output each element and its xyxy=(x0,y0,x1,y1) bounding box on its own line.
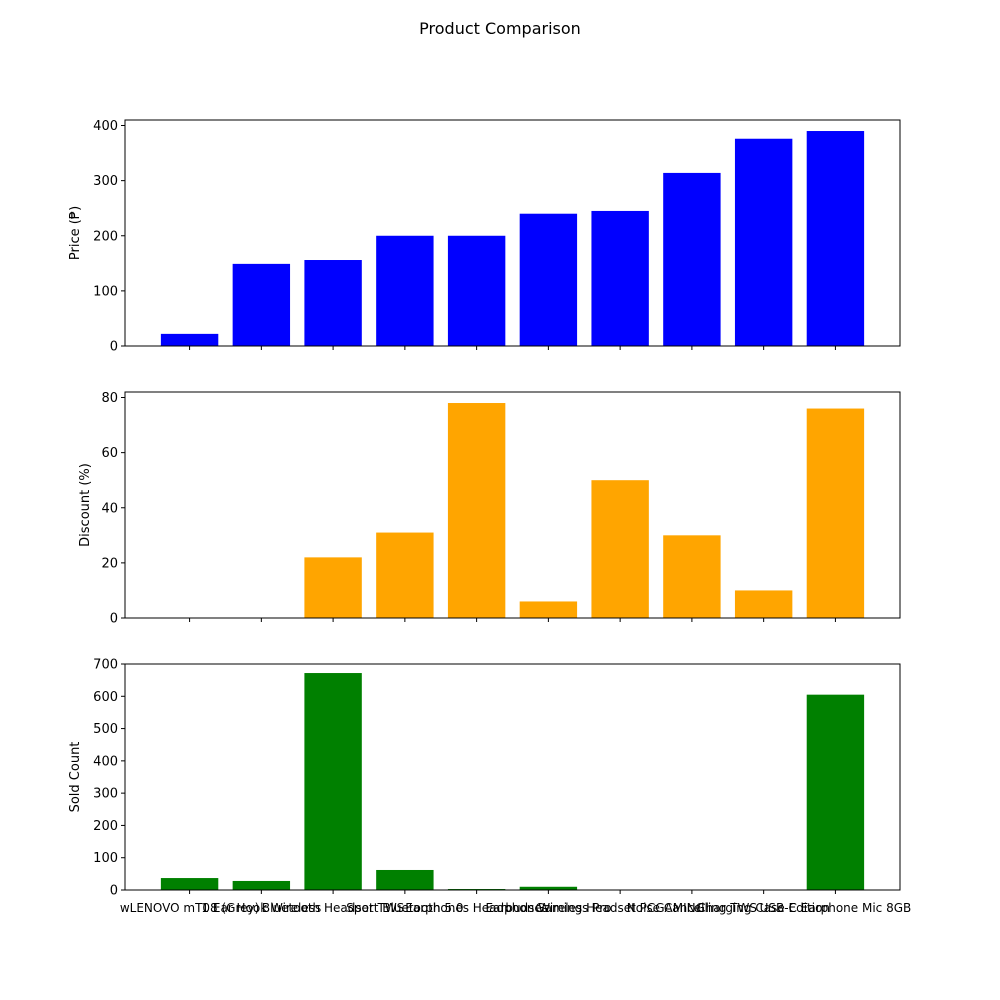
x-tick-label: 1 Ear Hook Wireless xyxy=(201,901,321,915)
bar-1-8 xyxy=(663,172,721,346)
y-tick-label: 200 xyxy=(93,819,118,834)
bar-3-4 xyxy=(376,869,434,890)
bar-1-10 xyxy=(806,131,865,346)
bar-2-7 xyxy=(591,480,649,618)
x-tick-label: wLENOVO mT08 (Grey) xyxy=(120,901,259,915)
bar-3-6 xyxy=(519,886,578,890)
x-tick-label: Charging Case Edition xyxy=(697,901,830,915)
y-tick-label: 200 xyxy=(93,229,118,244)
bar-2-10 xyxy=(806,408,865,618)
y-tick-label: 0 xyxy=(110,612,118,627)
bar-2-9 xyxy=(734,590,793,618)
x-tick-label: USB-C Earphone Mic 8GB xyxy=(760,901,912,915)
bar-3-2 xyxy=(232,880,291,890)
y-axis-label: Price (₱) xyxy=(68,206,83,260)
x-tick-label: Earbuds Wireless Pro xyxy=(485,901,611,915)
y-tick-label: 40 xyxy=(101,501,118,516)
x-tick-label: Noise Cancelling TWS xyxy=(627,901,757,915)
figure-title: Product Comparison xyxy=(419,19,581,38)
y-tick-label: 300 xyxy=(93,787,118,802)
subplot-3: 0 100 200 300 400 500 600 700 wLENOVO mT08 (Grey… xyxy=(68,658,911,916)
subplot-1: 0 100 200 300 400 Price (₱) xyxy=(68,119,901,355)
bar-3-3 xyxy=(304,673,362,890)
y-tick-label: 0 xyxy=(110,340,118,355)
y-tick-label: 500 xyxy=(93,722,118,737)
bar-1-2 xyxy=(232,263,291,346)
y-axis-label: Sold Count xyxy=(68,742,83,813)
y-tick-label: 100 xyxy=(93,851,118,866)
bar-2-3 xyxy=(304,557,362,618)
y-tick-label: 600 xyxy=(93,690,118,705)
bar-2-4 xyxy=(376,532,434,618)
bar-1-6 xyxy=(519,213,578,346)
bar-1-5 xyxy=(447,235,506,346)
x-tick-label: Sport Bluetooth 5.0 xyxy=(346,901,463,915)
axes-frame xyxy=(124,119,901,347)
bar-1-3 xyxy=(304,260,362,346)
bar-1-1 xyxy=(160,333,219,346)
y-axis-label: Discount (%) xyxy=(78,463,93,547)
y-tick-label: 400 xyxy=(93,119,118,134)
y-tick-label: 300 xyxy=(93,174,118,189)
y-tick-label: 20 xyxy=(101,556,118,571)
subplot-2: 0 20 40 60 80 Discount (%) xyxy=(78,391,901,627)
axes-frame xyxy=(124,391,901,619)
x-tick-label: Bluetooth Headset TWS xyxy=(262,901,404,915)
bar-2-8 xyxy=(663,535,721,618)
bar-3-10 xyxy=(806,694,865,890)
y-tick-label: 0 xyxy=(110,884,118,899)
bar-2-6 xyxy=(519,601,578,618)
y-tick-label: 80 xyxy=(101,391,118,406)
x-tick-label: Gaming Headset PCGAMING xyxy=(535,901,705,915)
panels: 0 100 200 300 400 Price (₱) 0 20 40 60 80 Discount … xyxy=(68,119,911,915)
y-tick-label: 100 xyxy=(93,284,118,299)
y-tick-label: 700 xyxy=(93,658,118,673)
bar-1-9 xyxy=(734,138,793,346)
axes-frame xyxy=(124,663,901,891)
bar-3-1 xyxy=(160,878,219,890)
y-tick-label: 400 xyxy=(93,754,118,769)
bar-1-4 xyxy=(376,235,434,346)
bar-1-7 xyxy=(591,210,649,346)
x-tick-label: Earphones Headphones xyxy=(405,901,548,915)
y-tick-label: 60 xyxy=(101,446,118,461)
bar-2-5 xyxy=(447,403,506,618)
